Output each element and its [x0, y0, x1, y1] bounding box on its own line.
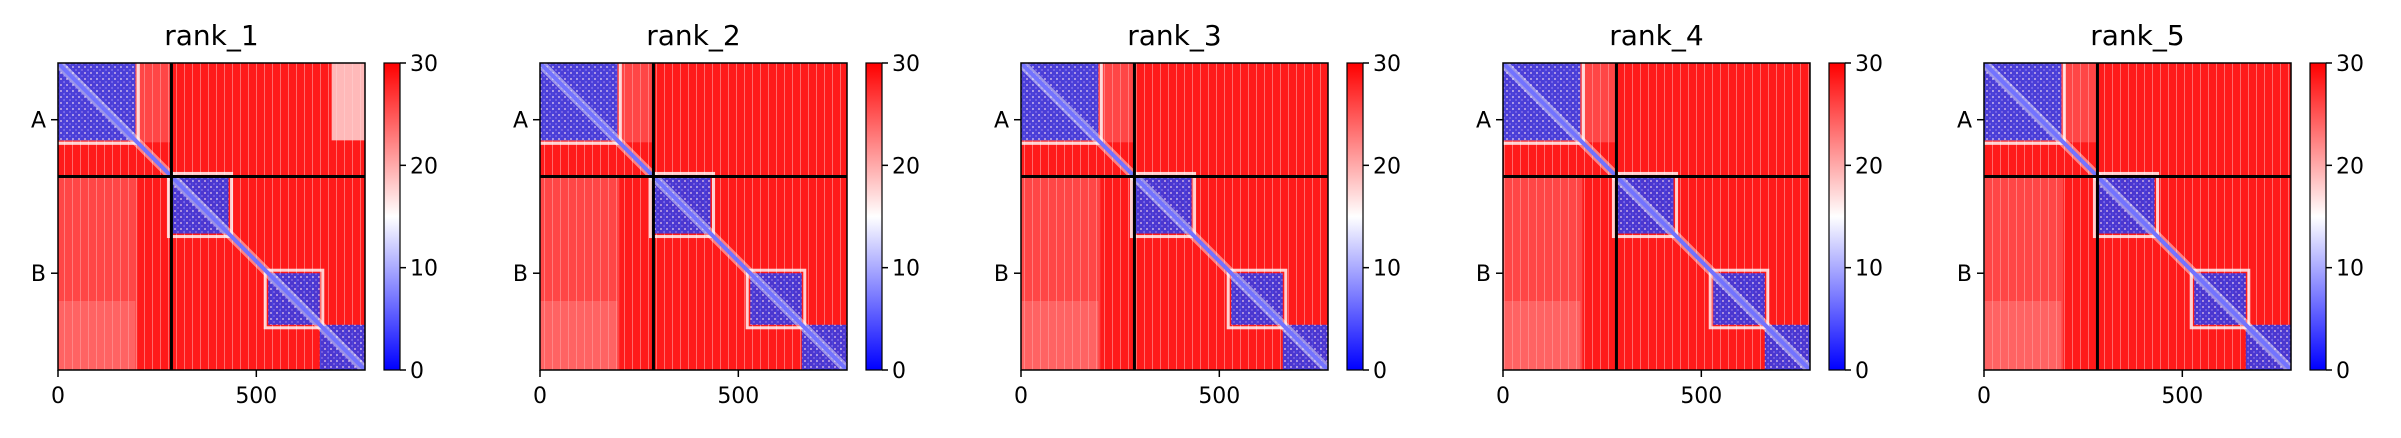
panel-title: rank_4 — [1609, 19, 1703, 52]
pale-band — [58, 176, 138, 370]
panel-1: rank_1 0 500 A B 0 10 20 30 — [31, 19, 438, 409]
panel-title: rank_1 — [164, 19, 258, 52]
panel-2: rank_2 0 500 A B 0 10 20 30 — [513, 19, 920, 409]
colorbar — [2309, 62, 2327, 371]
panel-3: rank_3 0 500 A B 0 10 20 30 — [994, 19, 1401, 409]
pale-band — [540, 300, 618, 370]
x-tick-label: 0 — [1014, 384, 1028, 409]
pale-band — [1503, 176, 1583, 370]
heatmap-4 — [1503, 63, 1810, 370]
y-tick-label: A — [31, 109, 46, 134]
colorbar — [1828, 62, 1846, 371]
heatmap-frame — [1983, 62, 2292, 371]
diagonal — [540, 63, 847, 370]
y-tick-label: A — [1476, 109, 1491, 134]
heatmap-3 — [1021, 63, 1328, 370]
diagonal — [1021, 63, 1328, 370]
pale-band — [1021, 300, 1099, 370]
x-tick-label: 0 — [51, 384, 65, 409]
x-tick-label: 0 — [533, 384, 547, 409]
heatmap-2 — [540, 63, 847, 370]
low-error-block — [331, 63, 365, 141]
colorbar-tick-label: 0 — [410, 359, 424, 384]
panel-5: rank_5 0 500 A B 0 10 20 30 — [1957, 19, 2364, 409]
y-tick-label: B — [1476, 262, 1491, 287]
colorbar-tick-label: 10 — [2336, 257, 2364, 282]
colorbar-tick-label: 20 — [892, 154, 920, 179]
colorbar — [1346, 62, 1364, 371]
y-tick-label: B — [513, 262, 528, 287]
colorbar-tick-label: 30 — [892, 52, 920, 77]
y-tick-label: B — [1957, 262, 1972, 287]
x-tick-label: 500 — [235, 384, 277, 409]
colorbar-tick-label: 10 — [1373, 257, 1401, 282]
colorbar-tick-label: 30 — [1855, 52, 1883, 77]
x-tick-label: 0 — [1496, 384, 1510, 409]
colorbar — [865, 62, 883, 371]
colorbar-tick-label: 0 — [1373, 359, 1387, 384]
x-tick-label: 500 — [1680, 384, 1722, 409]
heatmap-frame — [57, 62, 366, 371]
y-tick-label: B — [31, 262, 46, 287]
pale-band — [1984, 176, 2064, 370]
x-tick-label: 500 — [2161, 384, 2203, 409]
panel-title: rank_3 — [1127, 19, 1221, 52]
colorbar-tick-label: 20 — [1373, 154, 1401, 179]
pale-band — [1984, 300, 2062, 370]
pale-band — [540, 176, 620, 370]
x-tick-label: 500 — [717, 384, 759, 409]
colorbar-tick-label: 0 — [1855, 359, 1869, 384]
colorbar-tick-label: 0 — [892, 359, 906, 384]
colorbar-tick-label: 30 — [1373, 52, 1401, 77]
diagonal — [58, 63, 365, 370]
panel-4: rank_4 0 500 A B 0 10 20 30 — [1476, 19, 1883, 409]
colorbar-tick-label: 20 — [1855, 154, 1883, 179]
pale-band — [1021, 176, 1101, 370]
colorbar-tick-label: 10 — [1855, 257, 1883, 282]
colorbar-tick-label: 20 — [410, 154, 438, 179]
heatmap-frame — [539, 62, 848, 371]
colorbar-tick-label: 20 — [2336, 154, 2364, 179]
y-tick-label: A — [1957, 109, 1972, 134]
y-tick-label: B — [994, 262, 1009, 287]
diagonal — [1503, 63, 1810, 370]
pale-band — [1503, 300, 1581, 370]
panel-title: rank_5 — [2090, 19, 2184, 52]
heatmap-5 — [1984, 63, 2291, 370]
y-tick-label: A — [994, 109, 1009, 134]
heatmap-1 — [58, 63, 365, 370]
panel-title: rank_2 — [646, 19, 740, 52]
x-tick-label: 0 — [1977, 384, 1991, 409]
diagonal — [1984, 63, 2291, 370]
x-tick-label: 500 — [1198, 384, 1240, 409]
colorbar-tick-label: 30 — [2336, 52, 2364, 77]
colorbar-tick-label: 0 — [2336, 359, 2350, 384]
colorbar-tick-label: 30 — [410, 52, 438, 77]
colorbar-tick-label: 10 — [892, 257, 920, 282]
colorbar-tick-label: 10 — [410, 257, 438, 282]
heatmap-frame — [1020, 62, 1329, 371]
pale-band — [58, 300, 136, 370]
y-tick-label: A — [513, 109, 528, 134]
colorbar — [383, 62, 401, 371]
heatmap-frame — [1502, 62, 1811, 371]
